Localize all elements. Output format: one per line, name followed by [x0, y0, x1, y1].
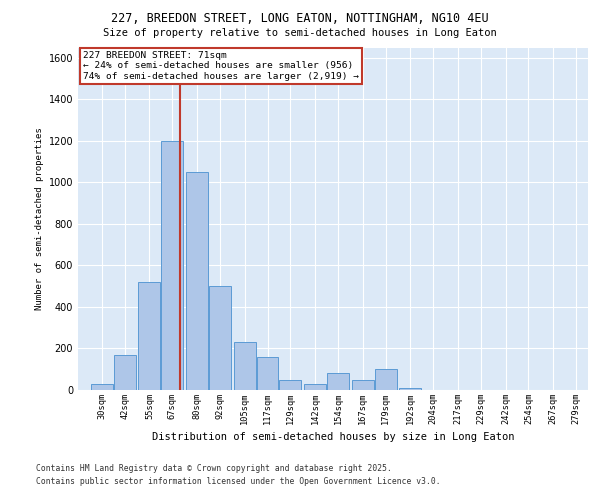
- Bar: [186, 172, 208, 390]
- Bar: [91, 384, 113, 390]
- Bar: [234, 342, 256, 390]
- Text: 227, BREEDON STREET, LONG EATON, NOTTINGHAM, NG10 4EU: 227, BREEDON STREET, LONG EATON, NOTTING…: [111, 12, 489, 26]
- Bar: [257, 357, 278, 390]
- Y-axis label: Number of semi-detached properties: Number of semi-detached properties: [35, 128, 44, 310]
- Bar: [209, 286, 231, 390]
- Bar: [304, 384, 326, 390]
- Bar: [114, 354, 136, 390]
- Text: 227 BREEDON STREET: 71sqm
← 24% of semi-detached houses are smaller (956)
74% of: 227 BREEDON STREET: 71sqm ← 24% of semi-…: [83, 51, 359, 80]
- Bar: [400, 388, 421, 390]
- Bar: [161, 141, 183, 390]
- Bar: [374, 369, 397, 390]
- Text: Contains HM Land Registry data © Crown copyright and database right 2025.: Contains HM Land Registry data © Crown c…: [36, 464, 392, 473]
- Text: Distribution of semi-detached houses by size in Long Eaton: Distribution of semi-detached houses by …: [152, 432, 514, 442]
- Bar: [352, 380, 374, 390]
- Bar: [280, 380, 301, 390]
- Text: Size of property relative to semi-detached houses in Long Eaton: Size of property relative to semi-detach…: [103, 28, 497, 38]
- Bar: [139, 282, 160, 390]
- Bar: [327, 374, 349, 390]
- Text: Contains public sector information licensed under the Open Government Licence v3: Contains public sector information licen…: [36, 478, 440, 486]
